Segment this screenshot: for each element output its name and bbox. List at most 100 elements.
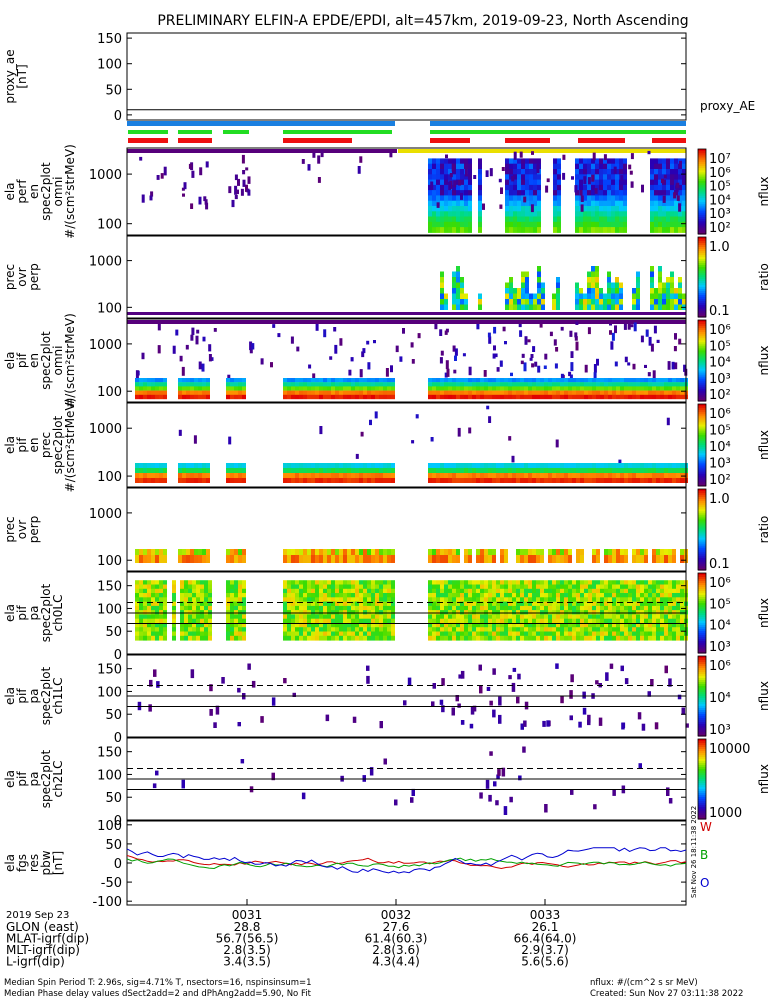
spectrogram-cell (509, 184, 513, 191)
spectrogram-cell (484, 635, 488, 641)
spectrogram-cell (575, 169, 579, 175)
spectrogram-cell (444, 174, 448, 181)
spectrogram-cell (234, 382, 238, 387)
spectrogram-cell (568, 605, 572, 611)
spectrogram-cell (552, 631, 556, 637)
spectrogram-cell (612, 555, 616, 563)
spectrogram-cell (295, 618, 299, 624)
spectrogram-cell (555, 439, 559, 448)
spectrogram-cell (654, 179, 658, 186)
status-bar-green (178, 130, 212, 134)
spectrogram-cell (660, 635, 664, 641)
spectrogram-cell (480, 627, 484, 632)
spectrogram-cell (468, 601, 472, 607)
spectrogram-cell (658, 221, 662, 228)
spectrogram-cell (196, 627, 200, 632)
spectrogram-cell (532, 593, 536, 598)
spectrogram-cell (181, 366, 185, 376)
spectrogram-cell (568, 473, 572, 478)
colorbar-cell (698, 430, 706, 434)
spectrogram-cell (147, 584, 151, 590)
spectrogram-cell (484, 478, 488, 483)
spectrogram-cell (616, 597, 620, 603)
spectrogram-cell (359, 623, 363, 628)
spectrogram-cell (615, 299, 619, 305)
spectrogram-cell (448, 211, 452, 218)
ephemeris-value: 28.8 (234, 920, 261, 934)
spectrogram-cell (180, 618, 184, 624)
spectrogram-cell (572, 473, 576, 478)
spectrogram-cell (135, 468, 139, 473)
spectrogram-cell (532, 468, 536, 473)
panel-ylabel: ch1LC (51, 678, 65, 715)
spectrogram-cell (436, 478, 440, 483)
spectrogram-cell (311, 605, 315, 611)
spectrogram-cell (674, 174, 678, 181)
spectrogram-cell (139, 593, 143, 598)
spectrogram-cell (188, 580, 192, 585)
colorbar-tick-label: 10⁵ (709, 597, 731, 612)
spectrogram-cell (431, 701, 435, 707)
spectrogram-cell (572, 382, 576, 387)
spectrogram-cell (209, 709, 213, 716)
spectrogram-cell (650, 200, 654, 207)
spectrogram-cell (311, 386, 315, 391)
colorbar-cell (698, 370, 706, 374)
spectrogram-cell (587, 216, 591, 223)
spectrogram-cell (312, 373, 316, 381)
spectrogram-cell (564, 635, 568, 641)
spectrogram-cell (383, 614, 387, 620)
spectrogram-cell (186, 473, 190, 478)
spectrogram-cell (366, 340, 370, 345)
spectrogram-cell (315, 580, 319, 585)
spectrogram-cell (548, 549, 552, 555)
spectrogram-cell (155, 473, 159, 478)
spectrogram-cell (536, 390, 540, 395)
colorbar-cell (698, 641, 706, 644)
figure-title: PRELIMINARY ELFIN-A EPDE/EPDI, alt=457km… (157, 13, 688, 29)
spectrogram-cell (650, 174, 654, 181)
spectrogram-cell (504, 605, 508, 611)
spectrogram-cell (509, 288, 513, 294)
spectrogram-cell (333, 327, 337, 332)
spectrogram-cell (367, 601, 371, 607)
spectrogram-cell (347, 463, 351, 468)
spectrogram-cell (464, 605, 468, 611)
spectrogram-cell (636, 580, 640, 585)
status-bars (127, 121, 686, 143)
spectrogram-cell (335, 631, 339, 637)
spectrogram-cell (556, 378, 560, 383)
spectrogram-cell (151, 580, 155, 585)
spectrogram-cell (159, 390, 163, 395)
spectrogram-cell (575, 179, 579, 186)
spectrogram-cell (476, 631, 480, 637)
spectrogram-cell (576, 555, 580, 563)
spectrogram-cell (453, 369, 457, 374)
spectrogram-cell (664, 588, 668, 594)
spectrogram-cell (556, 618, 560, 624)
spectrogram-cell (478, 206, 482, 212)
spectrogram-cell (518, 323, 522, 328)
spectrogram-cell (595, 211, 599, 218)
panel-ylabel: prec (3, 516, 17, 542)
spectrogram-cell (295, 605, 299, 611)
spectrogram-cell (387, 473, 391, 478)
colorbar-cell (698, 629, 706, 632)
y-tick-label: 100 (97, 385, 122, 400)
spectrogram-cell (428, 227, 432, 233)
spectrogram-cell (194, 382, 198, 387)
spectrogram-cell (524, 614, 528, 620)
spectrogram-cell (432, 382, 436, 387)
spectrogram-cell (452, 169, 456, 175)
spectrogram-cell (509, 163, 513, 170)
spectrogram-cell (540, 588, 544, 594)
spectrogram-cell (664, 614, 668, 620)
spectrogram-cell (540, 618, 544, 624)
spectrogram-cell (147, 463, 151, 468)
spectrogram-cell (343, 580, 347, 585)
spectrogram-cell (444, 227, 448, 233)
spectrogram-cell (614, 361, 618, 367)
spectrogram-cell (307, 627, 311, 632)
colorbar-cell (698, 342, 706, 345)
spectrogram-cell (496, 593, 500, 598)
